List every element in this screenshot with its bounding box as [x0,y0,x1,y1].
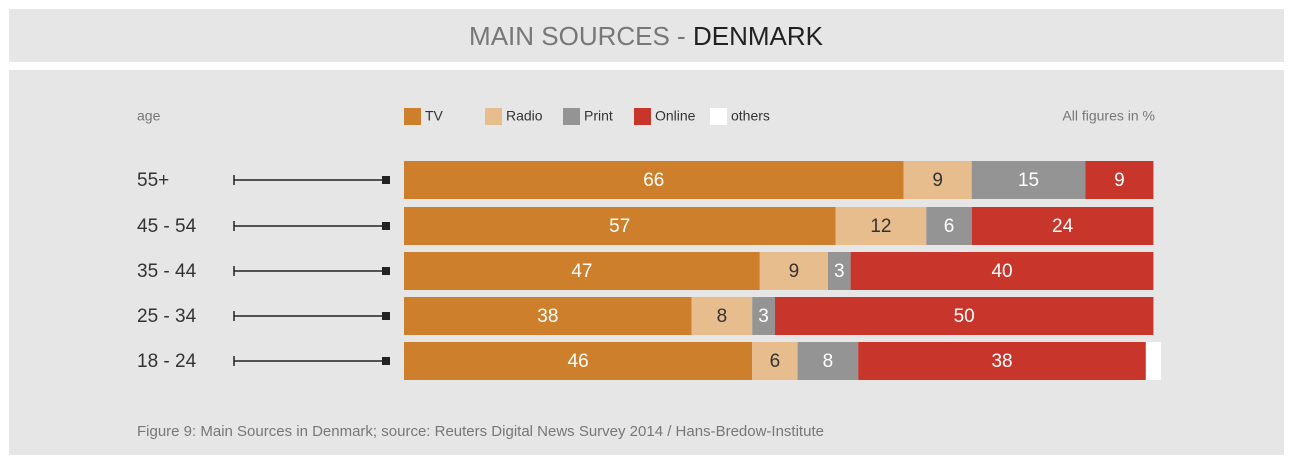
bar-segment [404,342,753,380]
bar-segment [752,297,775,335]
y-tick-label: 18 - 24 [137,351,197,372]
bar-segment [850,252,1154,290]
data-label: 66 [643,170,664,191]
row-connector-end [382,176,390,184]
data-label: 6 [770,351,781,372]
caption: Figure 9: Main Sources in Denmark; sourc… [137,423,824,440]
data-label: 50 [954,306,975,327]
axis-label: age [137,108,161,124]
bar-segment [404,161,904,199]
legend-label: Print [584,108,613,124]
data-label: 3 [758,306,769,327]
bar-segment [691,297,753,335]
data-label: 38 [537,306,558,327]
row-connector-end [382,267,390,275]
data-label: 8 [717,306,728,327]
bar-segment [835,207,927,245]
data-label: 9 [932,170,943,191]
data-label: 38 [991,351,1012,372]
legend-label: others [731,108,770,124]
bar-segment [404,252,760,290]
bar-segment [404,297,692,335]
title-main: MAIN SOURCES - [469,21,693,51]
data-label: 6 [944,216,955,237]
bar-segment [971,207,1154,245]
y-tick-label: 55+ [137,170,169,191]
data-label: 12 [870,216,891,237]
bar-segment [858,342,1146,380]
row-connector-end [382,312,390,320]
bar-segment [797,342,859,380]
legend-swatch [563,108,580,125]
legend-label: Radio [506,108,543,124]
bar-segment [774,297,1154,335]
data-label: 47 [571,261,592,282]
data-label: 9 [789,261,800,282]
title-country: DENMARK [693,21,824,51]
y-tick-label: 25 - 34 [137,306,197,327]
chart-title: MAIN SOURCES - DENMARK [469,21,824,51]
data-label: 15 [1018,170,1039,191]
data-label: 40 [991,261,1012,282]
row-connector-end [382,222,390,230]
legend-swatch [710,108,727,125]
data-label: 3 [834,261,845,282]
note: All figures in % [1062,108,1155,124]
legend-swatch [634,108,651,125]
legend-swatch [404,108,421,125]
bar-segment [759,252,828,290]
row-connector-end [382,357,390,365]
y-tick-label: 45 - 54 [137,216,197,237]
data-label: 57 [609,216,630,237]
y-tick-label: 35 - 44 [137,261,197,282]
data-label: 24 [1052,216,1074,237]
bar-segment [1145,342,1161,380]
data-label: 9 [1114,170,1125,191]
bar-segment [903,161,972,199]
bar-segment [404,207,836,245]
bar-segment [926,207,972,245]
bar-segment [1085,161,1154,199]
bar-segment [971,161,1086,199]
title-panel [9,9,1284,62]
bar-segment [827,252,851,290]
data-label: 8 [823,351,834,372]
bar-segment [752,342,798,380]
legend-swatch [485,108,502,125]
legend-label: Online [655,108,696,124]
legend-label: TV [425,108,444,124]
data-label: 46 [568,351,589,372]
